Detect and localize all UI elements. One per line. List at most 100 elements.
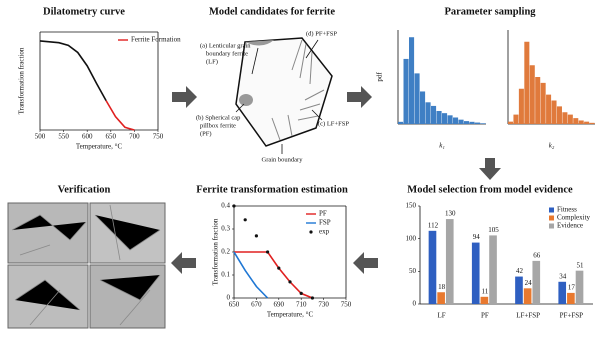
data-label: 66 [533,251,541,259]
legend-swatch [549,223,554,229]
bar [515,276,523,304]
histogram-bar [436,110,442,124]
histogram-bar [529,65,535,124]
legend-label: Fitness [557,206,577,214]
histogram-bar [403,58,409,124]
histogram-bar [398,121,404,124]
x-tick-label: 730 [318,301,329,309]
bar [567,292,575,304]
label: Grain boundary [262,156,304,163]
y-axis-label: pdf [376,72,384,82]
y-axis-label: Transformation fraction [212,218,220,285]
legend-label: Complexity [557,214,591,222]
histogram-bar [524,41,530,124]
histogram-bar [420,91,426,124]
histogram-bar [535,77,541,124]
histogram-bar [551,100,557,124]
legend-marker [309,230,313,234]
histogram-bar [414,73,420,124]
grain [235,37,333,147]
panel-title: Model selection from model evidence [407,184,573,195]
line-series [105,100,135,131]
legend-label: PF [319,210,327,218]
data-point [254,234,258,238]
label: (b) Spherical cap [196,114,240,121]
data-label: 34 [559,272,567,280]
x-tick-label: LF+FSP [516,312,540,320]
histogram-bar [475,122,481,124]
bar [558,281,567,304]
panel-title: Ferrite transformation estimation [196,184,348,195]
data-label: 112 [428,221,439,229]
x-tick-label: 650 [106,133,117,141]
arrow [171,252,196,274]
label: boundary ferrite [206,50,248,57]
histogram-bar [546,94,552,124]
histogram-bar [573,118,579,124]
bar [437,292,445,304]
label: (LF) [206,58,218,65]
histogram-bar [508,121,514,124]
histogram-bar [556,106,562,124]
x-tick-label: 600 [82,133,93,141]
histogram-bar [442,113,448,124]
histogram-bar [409,37,415,124]
histogram-bar [431,105,437,124]
x-tick-label: 700 [129,133,140,141]
data-point [288,280,292,284]
data-point [277,266,281,270]
histogram-bar [453,117,459,124]
histogram-bar [458,119,464,124]
legend-label: Evidence [557,222,583,230]
pillbox-ferrite [239,94,253,106]
data-point [310,296,314,300]
data-point [299,291,303,295]
panel-title: Dilatometry curve [43,6,125,17]
panel-title: Parameter sampling [444,6,536,17]
histogram-bar [425,102,431,124]
arrow [479,158,501,180]
x-tick-label: 750 [341,301,352,309]
histogram-bar [513,114,519,124]
panel-title: Model candidates for ferrite [209,6,335,17]
line-series [234,251,313,299]
label: (PF) [200,130,212,137]
legend-swatch [549,207,554,213]
bar [428,230,437,304]
x-axis-label: Temperature, °C [76,143,123,151]
legend-label: Ferrite Formation [131,36,181,44]
x-tick-label: 550 [58,133,69,141]
legend-label: exp [319,228,330,236]
label: (a) Lenticular grain [200,42,251,49]
bar [523,288,532,304]
data-label: 18 [438,283,446,291]
bar [575,270,584,304]
data-label: 11 [482,287,489,295]
label: pillbox ferrite [200,122,236,129]
histogram-bar [562,112,568,124]
data-label: 105 [488,226,499,234]
bar [445,219,454,304]
line-series [39,40,107,101]
x-tick-label: 500 [35,133,46,141]
leaders [235,39,323,154]
data-point [243,218,247,222]
y-tick-label: 50 [409,267,417,275]
arrow [172,86,197,108]
y-tick-label: 0.1 [221,271,230,279]
histogram-bar [567,114,573,124]
lenticular-ferrite [245,40,274,46]
label: (c) LF+FSP [318,120,349,127]
y-tick-label: 0.3 [221,225,230,233]
histogram-bar [578,120,584,124]
histogram-bar [447,115,453,124]
x-axis-label: Temperature, °C [267,311,314,319]
data-label: 17 [568,284,576,292]
micrographs [7,202,166,329]
diagram-labels: (a) Lenticular grain boundary ferrite (L… [196,30,349,163]
histogram-bar [464,121,470,124]
x-tick-label: LF [438,312,446,320]
x-tick-label: PF+FSP [560,312,584,320]
legend-swatch [549,215,554,221]
